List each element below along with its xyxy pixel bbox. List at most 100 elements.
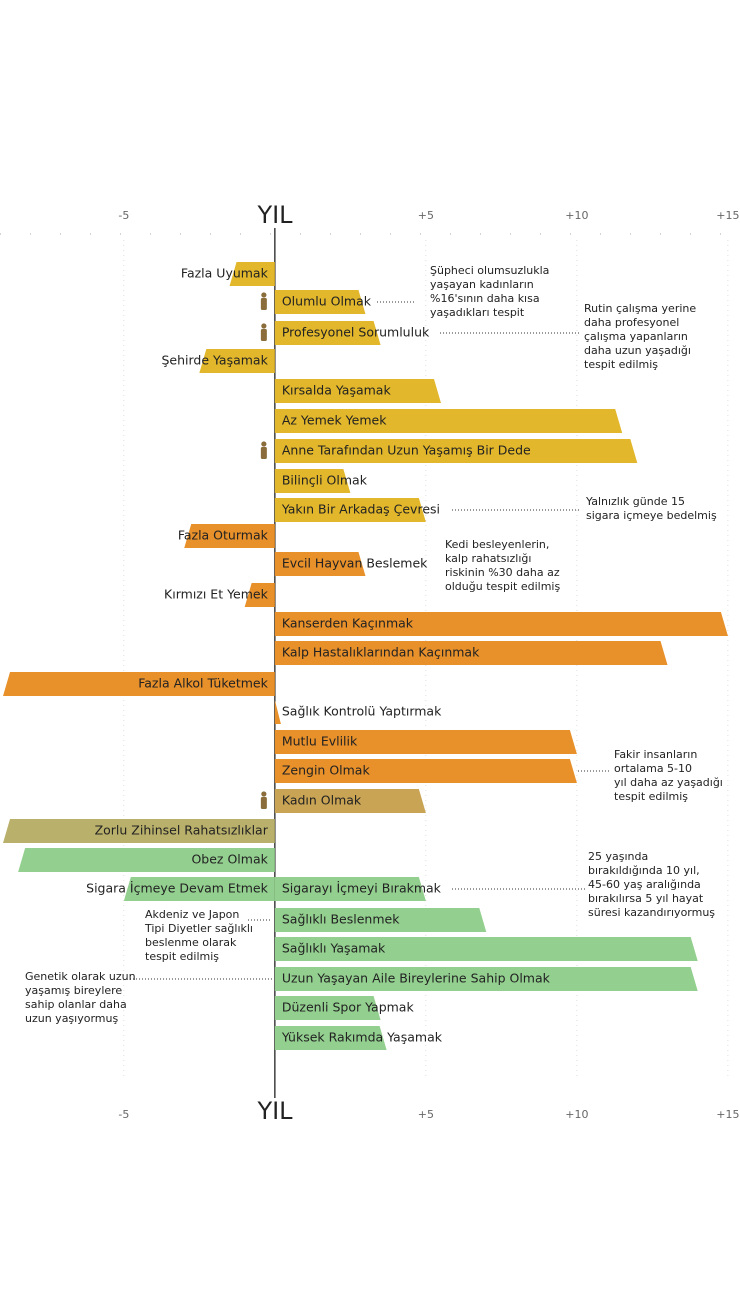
person-icon — [260, 298, 267, 310]
annotation: kalp rahatsızlığı — [445, 552, 531, 565]
bar-label: Olumlu Olmak — [282, 294, 372, 309]
bar-label: Yakın Bir Arkadaş Çevresi — [281, 502, 440, 517]
bar — [274, 321, 381, 345]
bar-label: Zorlu Zihinsel Rahatsızlıklar — [95, 823, 269, 838]
bar-label: Evcil Hayvan Beslemek — [282, 556, 428, 571]
annotation: riskinin %30 daha az — [445, 566, 560, 579]
axis-title: YIL — [256, 201, 293, 229]
annotation: yaşadıkları tespit — [430, 306, 525, 319]
bar-label: Kırmızı Et Yemek — [164, 587, 269, 602]
bar — [274, 967, 698, 991]
bar — [274, 409, 623, 433]
annotation: yıl daha az yaşadığı — [614, 776, 723, 789]
annotation: Fakir insanların — [614, 748, 697, 761]
bar — [18, 848, 275, 872]
bar — [274, 498, 426, 522]
annotation: sigara içmeye bedelmiş — [586, 509, 717, 522]
annotation: çalışma yapanların — [584, 330, 688, 343]
x-tick-label: +10 — [565, 209, 588, 222]
x-tick-label: +10 — [565, 1108, 588, 1121]
annotation: Genetik olarak uzun — [25, 970, 136, 983]
x-tick-label: +15 — [716, 209, 739, 222]
x-tick-label: +15 — [716, 1108, 739, 1121]
bar — [274, 700, 281, 724]
person-icon — [260, 329, 267, 341]
bar — [274, 290, 366, 314]
annotation: %16'sının daha kısa — [430, 292, 540, 305]
bar — [274, 730, 577, 754]
annotation: yaşamış bireylere — [25, 984, 122, 997]
person-icon — [261, 791, 267, 797]
annotation: bırakıldığında 10 yıl, — [588, 864, 700, 877]
bar-label: Profesyonel Sorumluluk — [282, 325, 430, 340]
bar-label: Uzun Yaşayan Aile Bireylerine Sahip Olma… — [282, 971, 551, 986]
annotation: beslenme olarak — [145, 936, 237, 949]
annotation: Kedi besleyenlerin, — [445, 538, 549, 551]
annotation: daha uzun yaşadığı — [584, 344, 691, 357]
bar-label: Fazla Alkol Tüketmek — [138, 676, 268, 691]
bar — [123, 877, 275, 901]
bar — [229, 262, 275, 286]
bar — [274, 439, 638, 463]
annotation: Yalnızlık günde 15 — [585, 495, 685, 508]
bar — [199, 349, 275, 373]
bar-label: Kalp Hastalıklarından Kaçınmak — [282, 645, 480, 660]
bar — [244, 583, 275, 607]
bar — [274, 552, 366, 576]
bar-label: Mutlu Evlilik — [282, 734, 358, 749]
bar — [274, 996, 381, 1020]
annotation: sahip olanlar daha — [25, 998, 127, 1011]
bar — [274, 937, 698, 961]
bar — [274, 908, 487, 932]
bar-label: Zengin Olmak — [282, 763, 371, 778]
bar-label: Sağlıklı Beslenmek — [282, 912, 400, 927]
bar-label: Şehirde Yaşamak — [161, 353, 268, 368]
bar-label: Fazla Uyumak — [181, 266, 269, 281]
annotation: Şüpheci olumsuzlukla — [430, 264, 549, 277]
annotation: bırakılırsa 5 yıl hayat — [588, 892, 704, 905]
x-tick-label: +5 — [418, 209, 434, 222]
bar-label: Sigarayı İçmeyi Bırakmak — [282, 881, 442, 896]
x-tick-label: +5 — [418, 1108, 434, 1121]
bar-label: Kadın Olmak — [282, 793, 362, 808]
bar-label: Fazla Oturmak — [178, 528, 269, 543]
bar-label: Düzenli Spor Yapmak — [282, 1000, 415, 1015]
bar-label: Kanserden Kaçınmak — [282, 616, 414, 631]
annotation: daha profesyonel — [584, 316, 679, 329]
x-tick-label: -5 — [118, 1108, 129, 1121]
annotation: 25 yaşında — [588, 850, 648, 863]
bar-label: Yüksek Rakımda Yaşamak — [281, 1030, 443, 1045]
bar — [274, 379, 441, 403]
bar-label: Bilinçli Olmak — [282, 473, 368, 488]
annotation: 45-60 yaş aralığında — [588, 878, 701, 891]
bar — [274, 789, 426, 813]
annotation: tespit edilmiş — [145, 950, 219, 963]
annotation: olduğu tespit edilmiş — [445, 580, 560, 593]
annotation: süresi kazandırıyormuş — [588, 906, 715, 919]
bar-label: Sigara İçmeye Devam Etmek — [86, 881, 268, 896]
bar-label: Sağlık Kontrolü Yaptırmak — [282, 704, 442, 719]
annotation: yaşayan kadınların — [430, 278, 534, 291]
bar — [3, 819, 275, 843]
bar — [184, 524, 275, 548]
annotation: ortalama 5-10 — [614, 762, 692, 775]
annotation: Rutin çalışma yerine — [584, 302, 696, 315]
bar — [274, 1026, 387, 1050]
annotation: tespit edilmiş — [584, 358, 658, 371]
annotation: tespit edilmiş — [614, 790, 688, 803]
bar-label: Sağlıklı Yaşamak — [282, 941, 386, 956]
annotation: Tipi Diyetler sağlıklı — [144, 922, 253, 935]
bar — [274, 759, 577, 783]
bar — [274, 877, 426, 901]
axis-title: YIL — [256, 1097, 293, 1125]
x-tick-label: -5 — [118, 209, 129, 222]
bar — [274, 469, 351, 493]
bar — [274, 612, 728, 636]
person-icon — [261, 441, 267, 447]
person-icon — [261, 323, 267, 329]
person-icon — [260, 797, 267, 809]
bar — [3, 672, 275, 696]
bar — [274, 641, 668, 665]
bar-label: Anne Tarafından Uzun Yaşamış Bir Dede — [282, 443, 531, 458]
